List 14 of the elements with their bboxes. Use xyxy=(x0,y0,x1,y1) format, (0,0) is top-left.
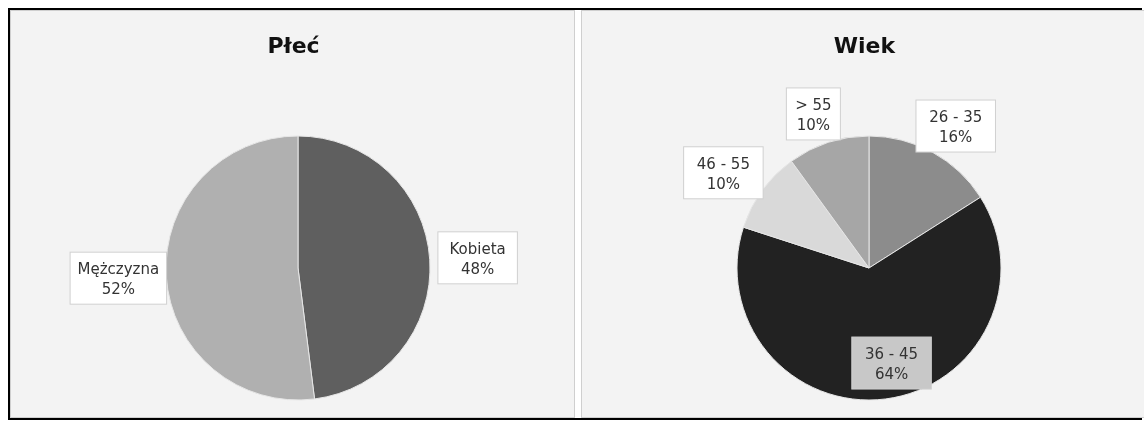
slice-label: 36 - 45 xyxy=(865,345,919,364)
data-label: 48% xyxy=(460,259,495,278)
slice-label: 46 - 55 xyxy=(696,154,750,173)
slice-label: Kobieta xyxy=(449,239,506,258)
data-label: 16% xyxy=(939,128,973,147)
chart-title: Płeć xyxy=(266,33,321,58)
chart-title: Wiek xyxy=(832,33,897,58)
slice-label: Mężczyzna xyxy=(77,260,160,279)
data-label: 10% xyxy=(796,115,831,134)
slice-label: > 55 xyxy=(795,95,832,114)
data-label: 52% xyxy=(101,280,136,299)
data-label: 64% xyxy=(874,365,909,384)
slice-label: 26 - 35 xyxy=(929,108,983,127)
data-label: 10% xyxy=(706,174,741,193)
